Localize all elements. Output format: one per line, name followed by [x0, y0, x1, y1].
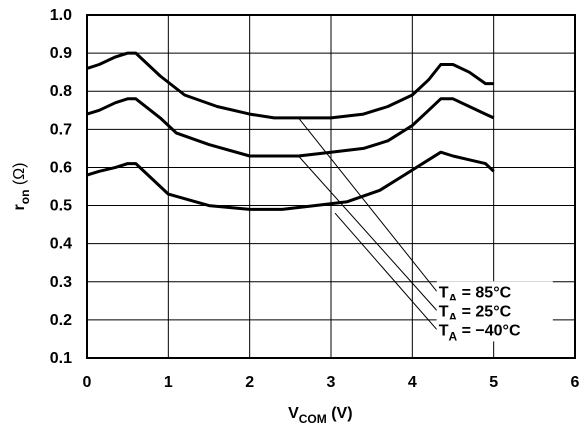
grid: [87, 15, 575, 358]
y-tick-label: 1.0: [50, 7, 72, 24]
leader-line-1: [298, 155, 438, 311]
series-line-2: [86, 150, 495, 211]
series-line-1: [86, 97, 495, 158]
y-tick-label: 0.2: [50, 312, 72, 329]
x-tick-label: 2: [245, 374, 254, 391]
x-tick-label: 1: [164, 374, 173, 391]
x-tick-label: 6: [571, 374, 579, 391]
series-label-bg: [436, 281, 553, 304]
y-tick-label: 0.4: [50, 236, 72, 253]
series-label-2: TA = −40°C: [439, 322, 521, 343]
x-tick-label: 5: [489, 374, 498, 391]
plot-frame: [86, 14, 576, 359]
y-axis-label: ron (Ω): [11, 163, 32, 211]
series-label-1: TA = 25°C: [439, 303, 512, 324]
annotation-leaders: [298, 117, 438, 330]
axes: 0.1 0.2 0.3 0.4 0.5 0.6 0.7 0.8 0.9 1.0 0 1 2 3 4 5 6: [50, 7, 579, 391]
y-tick-label: 0.6: [50, 159, 72, 176]
y-tick-label: 0.9: [50, 45, 72, 62]
y-tick-label: 0.7: [50, 121, 72, 138]
y-tick-label: 0.3: [50, 274, 72, 291]
x-axis-label: VCOM (V): [288, 405, 352, 426]
y-tick-label: 0.8: [50, 83, 72, 100]
series-labels: TA = 85°CTA = 25°CTA = −40°C: [436, 281, 553, 343]
x-tick-label: 4: [408, 374, 417, 391]
series-label-bg: [436, 319, 553, 342]
leader-line-0: [298, 117, 438, 292]
series-label-0: TA = 85°C: [439, 284, 512, 305]
x-tick-label: 0: [83, 374, 92, 391]
leader-line-2: [334, 212, 438, 330]
series-label-bg: [436, 300, 553, 323]
series-lines: [86, 51, 495, 211]
y-tick-label: 0.5: [50, 198, 72, 215]
x-tick-label: 3: [327, 374, 336, 391]
y-tick-label: 0.1: [50, 350, 72, 367]
